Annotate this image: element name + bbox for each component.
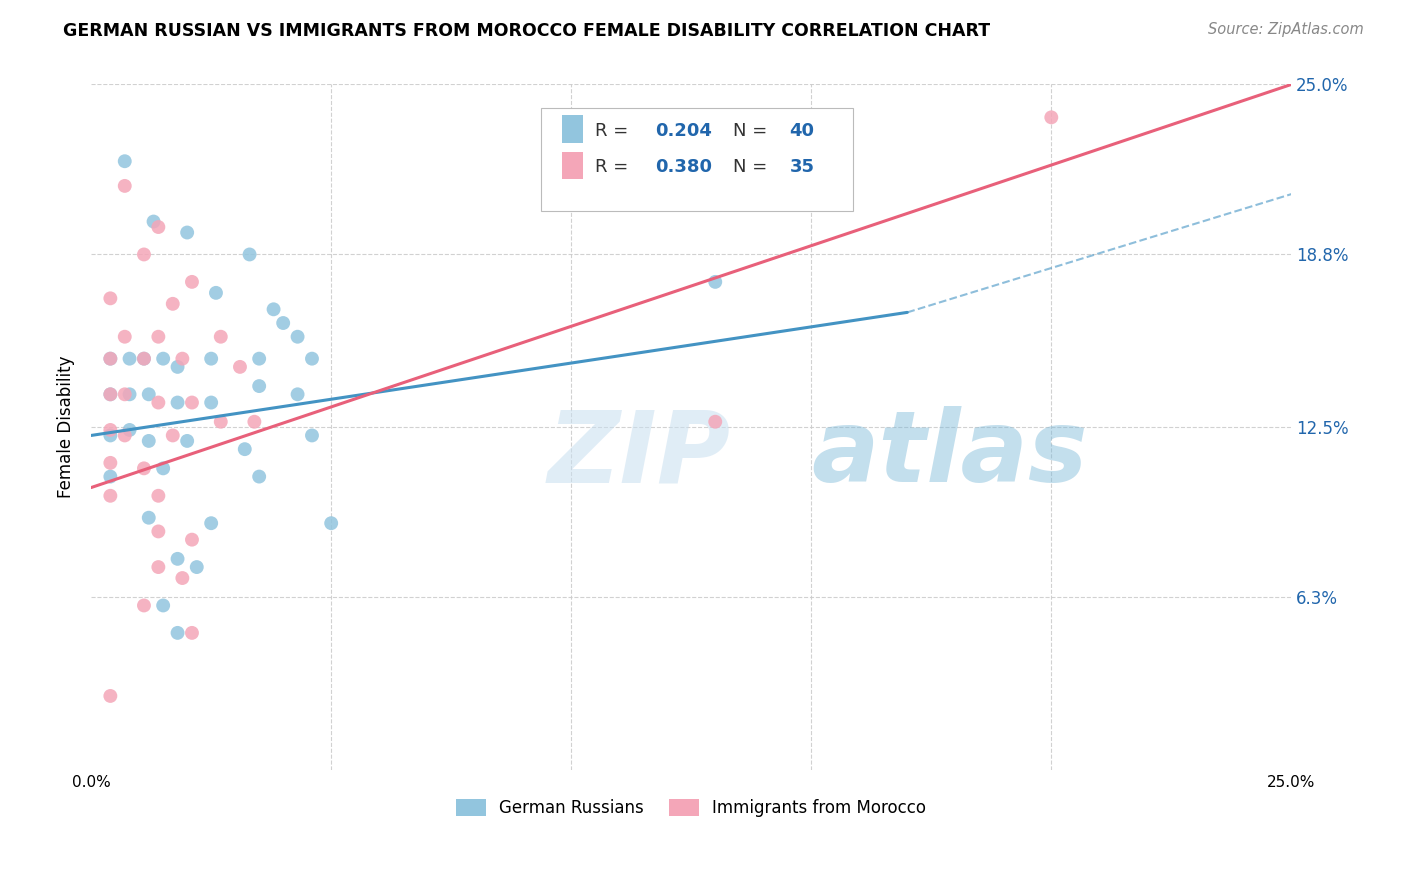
FancyBboxPatch shape: [561, 115, 583, 143]
Point: [138, 510, 160, 524]
Point: [148, 524, 170, 539]
Point: [148, 489, 170, 503]
Point: [148, 395, 170, 409]
Text: 35: 35: [790, 158, 814, 176]
Text: Source: ZipAtlas.com: Source: ZipAtlas.com: [1208, 22, 1364, 37]
Point: [166, 395, 188, 409]
Point: [98, 387, 121, 401]
Point: [132, 599, 155, 613]
Text: N =: N =: [734, 158, 773, 176]
Text: 0.204: 0.204: [655, 122, 711, 140]
Point: [176, 226, 198, 240]
Point: [162, 297, 184, 311]
Point: [114, 154, 136, 169]
Point: [98, 387, 121, 401]
Point: [301, 428, 323, 442]
Point: [704, 415, 727, 429]
Point: [247, 469, 270, 483]
Point: [233, 442, 256, 457]
Text: GERMAN RUSSIAN VS IMMIGRANTS FROM MOROCCO FEMALE DISABILITY CORRELATION CHART: GERMAN RUSSIAN VS IMMIGRANTS FROM MOROCC…: [63, 22, 990, 40]
Point: [166, 359, 188, 374]
Point: [118, 423, 141, 437]
Point: [132, 351, 155, 366]
Point: [142, 214, 165, 228]
Point: [229, 359, 252, 374]
Point: [239, 247, 262, 261]
Text: R =: R =: [595, 122, 634, 140]
Text: atlas: atlas: [811, 406, 1088, 503]
Point: [271, 316, 294, 330]
Point: [98, 469, 121, 483]
Point: [287, 329, 309, 343]
FancyBboxPatch shape: [541, 109, 853, 211]
Point: [162, 428, 184, 442]
Point: [181, 533, 204, 547]
Point: [200, 351, 222, 366]
Point: [132, 461, 155, 475]
Point: [166, 552, 188, 566]
Point: [114, 178, 136, 193]
Point: [247, 351, 270, 366]
Point: [114, 329, 136, 343]
Text: ZIP: ZIP: [547, 406, 730, 503]
Text: 40: 40: [790, 122, 814, 140]
Point: [172, 351, 194, 366]
Point: [98, 351, 121, 366]
Point: [152, 461, 174, 475]
Point: [138, 434, 160, 448]
Point: [247, 379, 270, 393]
Point: [209, 329, 232, 343]
Point: [98, 291, 121, 305]
Point: [205, 285, 228, 300]
Point: [132, 247, 155, 261]
Point: [186, 560, 208, 574]
Point: [704, 275, 727, 289]
Point: [118, 387, 141, 401]
Point: [132, 351, 155, 366]
Point: [98, 351, 121, 366]
Text: 0.380: 0.380: [655, 158, 713, 176]
Point: [114, 387, 136, 401]
Point: [114, 428, 136, 442]
FancyBboxPatch shape: [561, 152, 583, 179]
Point: [148, 560, 170, 574]
Point: [152, 351, 174, 366]
Point: [118, 351, 141, 366]
Point: [172, 571, 194, 585]
Point: [98, 489, 121, 503]
Point: [263, 302, 285, 317]
Point: [98, 428, 121, 442]
Point: [98, 423, 121, 437]
Point: [200, 516, 222, 531]
Point: [166, 626, 188, 640]
Point: [138, 387, 160, 401]
Y-axis label: Female Disability: Female Disability: [58, 356, 75, 499]
Point: [148, 329, 170, 343]
Point: [209, 415, 232, 429]
Point: [1040, 111, 1063, 125]
Text: R =: R =: [595, 158, 634, 176]
Point: [200, 395, 222, 409]
Point: [148, 220, 170, 235]
Point: [287, 387, 309, 401]
Point: [181, 275, 204, 289]
Point: [181, 626, 204, 640]
Point: [98, 689, 121, 703]
Point: [301, 351, 323, 366]
Point: [321, 516, 343, 531]
Point: [243, 415, 266, 429]
Point: [152, 599, 174, 613]
Legend: German Russians, Immigrants from Morocco: German Russians, Immigrants from Morocco: [450, 792, 934, 823]
Point: [176, 434, 198, 448]
Point: [98, 456, 121, 470]
Point: [181, 395, 204, 409]
Text: N =: N =: [734, 122, 773, 140]
